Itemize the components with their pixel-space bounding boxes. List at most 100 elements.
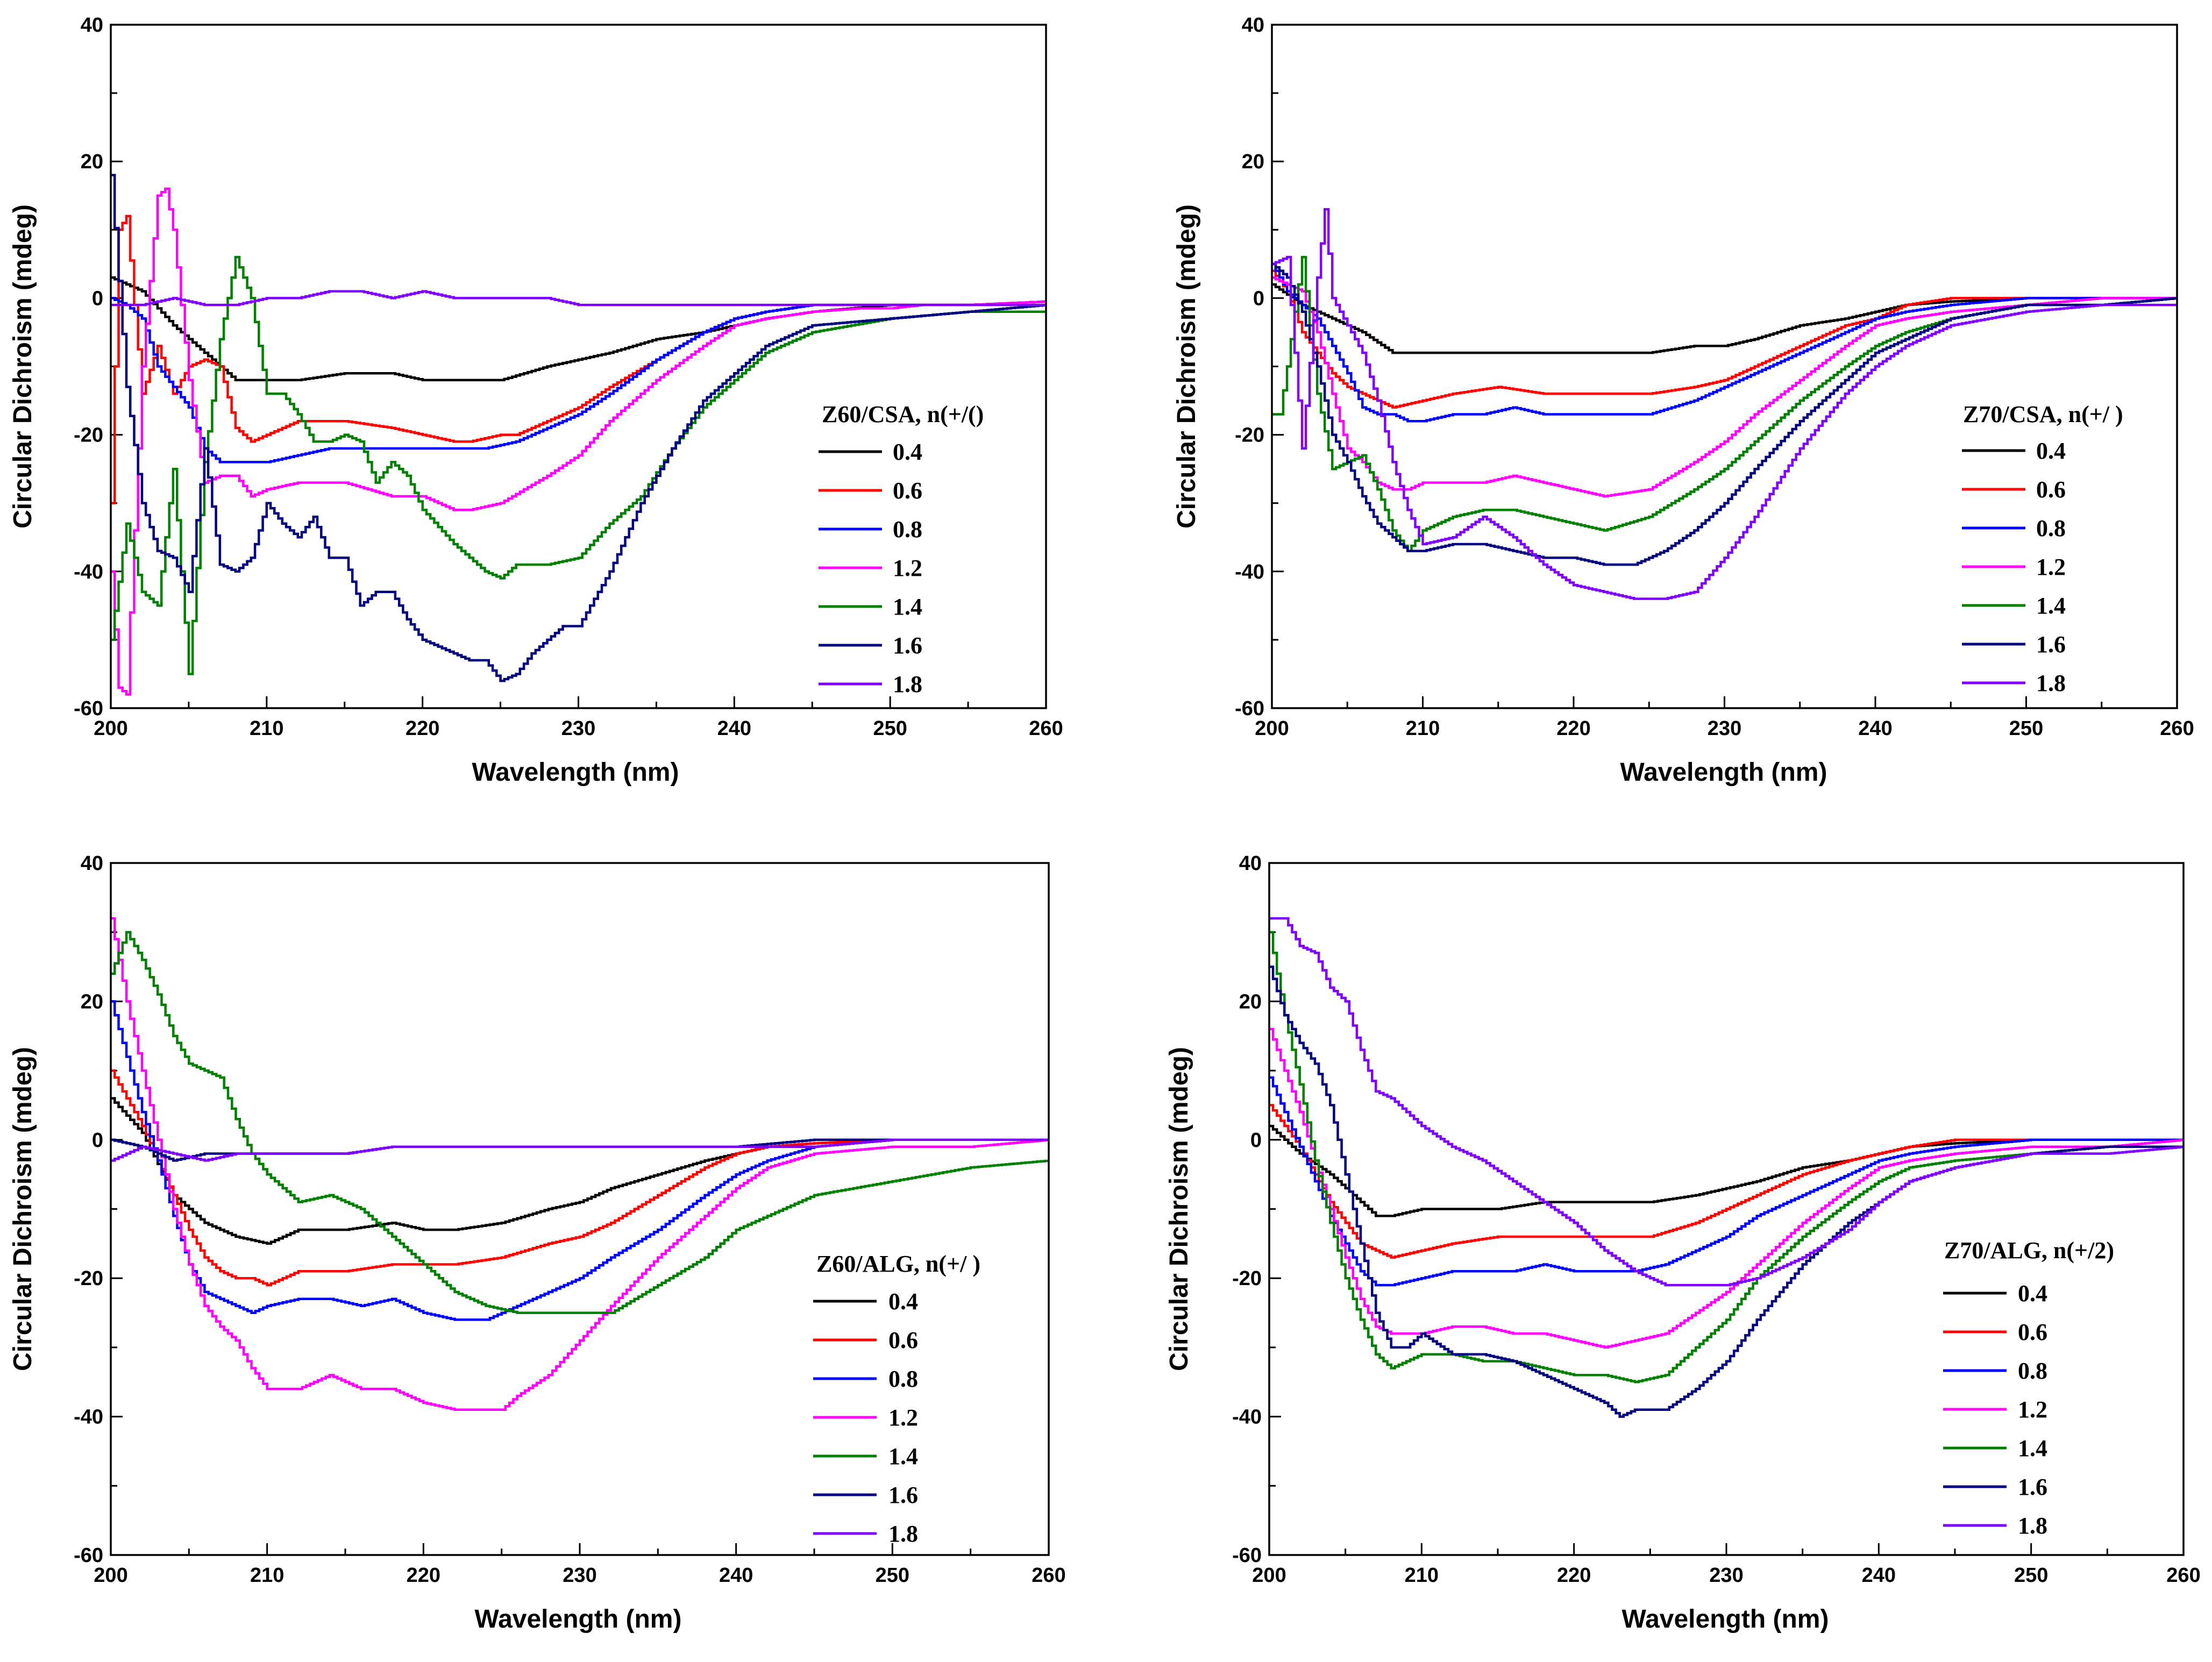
x-tick-label: 220 — [406, 717, 439, 740]
legend-label: 0.6 — [888, 1327, 918, 1353]
x-axis-title: Wavelength (nm) — [472, 758, 679, 787]
plot-frame — [1271, 24, 2178, 709]
legend-label: 0.8 — [2036, 515, 2066, 541]
x-tick-label: 230 — [1709, 1564, 1743, 1587]
series-line-1-4 — [111, 255, 1046, 675]
y-axis-title: Circular Dichroism (mdeg) — [1172, 204, 1201, 529]
x-axis-title: Wavelength (nm) — [1620, 758, 1827, 787]
series-line-0-8 — [1269, 1076, 2183, 1287]
legend-title: Z60/ALG, n(+/ ) — [816, 1251, 980, 1277]
series-line-1-8 — [111, 290, 1046, 306]
legend-label: 1.4 — [893, 594, 922, 620]
series-line-1-6 — [111, 174, 1046, 682]
y-axis-title: Circular Dichroism (mdeg) — [9, 204, 37, 529]
series-line-1-8 — [1269, 917, 2183, 1287]
y-tick-label: -20 — [74, 424, 103, 447]
plot-frame — [1268, 862, 2185, 1556]
series-line-0-6 — [111, 1069, 1049, 1287]
x-tick-label: 200 — [94, 1564, 127, 1587]
y-tick-label: -60 — [1232, 1544, 1262, 1567]
y-tick-label: 40 — [81, 14, 103, 37]
x-tick-label: 240 — [1862, 1564, 1896, 1587]
legend-label: 1.2 — [888, 1404, 918, 1431]
series-line-1-2 — [111, 917, 1049, 1411]
legend-title: Z70/CSA, n(+/ ) — [1963, 401, 2123, 427]
y-tick-label: 0 — [92, 1129, 103, 1152]
x-axis-title: Wavelength (nm) — [1622, 1605, 1829, 1634]
legend-label: 1.2 — [2018, 1396, 2047, 1423]
y-tick-label: 20 — [81, 151, 103, 173]
series-line-0-4 — [1272, 283, 2177, 354]
series-line-1-8 — [1272, 208, 2177, 600]
y-tick-label: -60 — [74, 1544, 103, 1567]
series-line-1-2 — [1272, 276, 2177, 498]
legend-label: 1.8 — [2036, 670, 2066, 696]
legend-label: 0.8 — [888, 1366, 918, 1392]
y-tick-label: -20 — [74, 1267, 103, 1290]
x-tick-label: 250 — [873, 717, 907, 740]
legend-label: 0.6 — [2018, 1319, 2047, 1345]
series-line-1-6 — [1272, 262, 2177, 566]
x-tick-label: 260 — [1029, 717, 1063, 740]
y-tick-label: 20 — [1242, 151, 1264, 173]
legend-label: 1.6 — [888, 1482, 918, 1508]
legend-label: 1.2 — [2036, 554, 2066, 580]
series-line-0-4 — [111, 276, 1046, 382]
series-line-0-6 — [1269, 1104, 2183, 1259]
legend-label: 1.6 — [2036, 631, 2066, 658]
plot-frame — [110, 24, 1047, 709]
x-tick-label: 220 — [1556, 717, 1590, 740]
y-tick-label: -20 — [1235, 424, 1264, 447]
y-tick-label: 0 — [1253, 287, 1264, 310]
series-line-1-8 — [111, 1138, 1049, 1162]
y-tick-label: -60 — [1235, 697, 1264, 720]
x-tick-label: 250 — [2014, 1564, 2048, 1587]
y-tick-label: -40 — [74, 561, 103, 583]
x-tick-label: 260 — [2166, 1564, 2200, 1587]
y-tick-label: -40 — [1232, 1406, 1262, 1429]
legend-label: 1.6 — [893, 632, 922, 659]
x-tick-label: 240 — [717, 717, 751, 740]
series-line-1-4 — [111, 931, 1049, 1314]
y-tick-label: 40 — [81, 852, 103, 875]
y-tick-label: -40 — [1235, 561, 1264, 583]
x-tick-label: 210 — [250, 717, 283, 740]
legend-label: 1.6 — [2018, 1474, 2047, 1500]
legend-label: 0.4 — [2018, 1280, 2047, 1307]
y-axis-title: Circular Dichroism (mdeg) — [1165, 1047, 1193, 1371]
series-line-0-6 — [1272, 269, 2177, 409]
x-tick-label: 200 — [1252, 1564, 1286, 1587]
x-tick-label: 210 — [1405, 1564, 1439, 1587]
y-tick-label: 20 — [1239, 990, 1262, 1013]
chart-panel-bottom-right: -60 -40 -20 0 20 40 200 210 220 230 240 250 260 Wavel… — [1165, 852, 2201, 1634]
y-tick-label: -20 — [1232, 1267, 1262, 1290]
series-line-0-4 — [1269, 1124, 2183, 1217]
x-tick-label: 250 — [2009, 717, 2043, 740]
legend-label: 0.4 — [893, 439, 922, 465]
x-tick-label: 260 — [1032, 1564, 1065, 1587]
chart-panel-bottom-left: -60 -40 -20 0 20 40 200 210 220 230 240 250 260 Wavel… — [9, 852, 1066, 1634]
legend-label: 1.8 — [888, 1521, 918, 1547]
legend-label: 1.8 — [893, 671, 922, 697]
chart-panel-top-left: -60 -40 -20 0 20 40 200 210 220 230 240 250 260 Wavel… — [9, 14, 1063, 787]
y-tick-label: 0 — [92, 287, 103, 310]
legend-label: 0.6 — [2036, 476, 2066, 503]
legend-label: 1.4 — [2036, 593, 2066, 619]
legend-label: 0.4 — [888, 1288, 918, 1315]
x-tick-label: 260 — [2160, 717, 2194, 740]
x-tick-label: 230 — [563, 1564, 596, 1587]
x-tick-label: 230 — [1708, 717, 1741, 740]
y-tick-label: 40 — [1242, 14, 1264, 37]
x-tick-label: 240 — [719, 1564, 753, 1587]
y-tick-label: 40 — [1239, 852, 1262, 875]
legend-title: Z70/ALG, n(+/2) — [1944, 1237, 2114, 1264]
legend-label: 1.2 — [893, 555, 922, 581]
y-axis-title: Circular Dichroism (mdeg) — [9, 1047, 37, 1371]
series-line-1-4 — [1269, 931, 2183, 1383]
y-tick-label: -60 — [74, 697, 103, 720]
series-line-1-2 — [111, 187, 1046, 696]
x-tick-label: 220 — [1557, 1564, 1591, 1587]
series-line-0-8 — [1272, 262, 2177, 423]
